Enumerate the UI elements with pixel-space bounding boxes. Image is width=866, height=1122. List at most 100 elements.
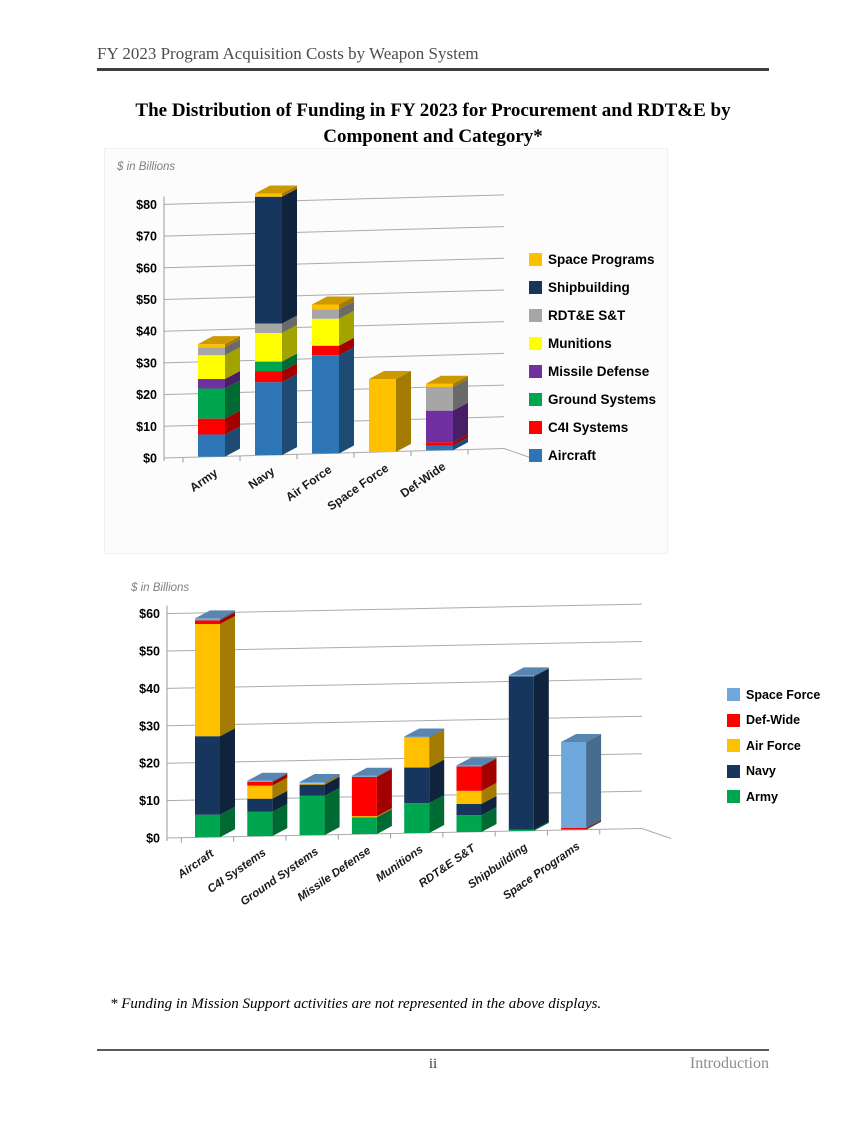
y-tick-label: $0 [146,832,160,846]
bar-segment-front [198,344,225,348]
y-tick-label: $70 [136,230,157,244]
bar-segment-front [198,347,225,356]
bar-segment-side [376,808,392,818]
bar-segment-side [339,347,354,454]
footer-section-label: Introduction [689,1055,769,1072]
legend-swatch-icon [529,420,542,434]
legend-swatch-icon [529,252,542,266]
legend-swatch-icon [529,308,542,322]
bar-segment-front [255,361,282,372]
legend-swatch-icon [727,790,740,804]
bar-segment-front [198,388,225,419]
y-tick-label: $40 [139,682,160,696]
bar-segment-side [586,733,602,828]
legend-label: Aircraft [548,447,597,463]
bar-segment-front [561,827,587,830]
bar-segment-side [324,775,340,785]
bar-segment-side [225,426,240,457]
bar-segment-side [220,610,235,621]
legend-item: C4I Systems [529,413,656,441]
bar-segment-front [351,776,377,817]
bar-segment-side [220,616,235,737]
bar-segment-side [481,795,497,816]
gridline [166,678,643,689]
page-title-line1: The Distribution of Funding in FY 2023 f… [135,100,731,121]
bar-segment-front [508,829,534,831]
legend-label: Munitions [548,335,612,351]
legend-label: Air Force [746,738,801,753]
legend-item: Aircraft [529,441,656,469]
bar-segment-side [376,768,392,817]
legend-item: Air Force [727,733,820,759]
bar-segment-side [586,819,602,830]
bar-segment-front [426,386,453,411]
bar-segment-side [453,402,468,443]
bar-segment-front [247,781,273,786]
legend-item: Navy [727,759,820,785]
bar-segment-front [561,741,587,828]
bar-segment-front [198,434,225,457]
bar-segment-side [272,773,288,786]
page-number: ii [428,1056,438,1072]
bar-segment-front [456,765,482,767]
bar-segment-front [351,816,377,818]
legend-swatch-icon [529,364,542,378]
bar-top-face [247,772,288,781]
bar-segment-side [272,803,288,837]
legend-swatch-icon [727,764,740,778]
bar-segment-side [376,767,392,777]
bar-segment-front [404,737,430,768]
bar-segment-side [282,353,297,372]
bar-segment-front [255,323,282,334]
bar-segment-side [339,337,354,356]
bar-segment-front [299,781,325,784]
floor-edge [641,828,672,839]
y-tick-label: $10 [136,420,157,434]
bar-segment-side [272,772,288,782]
bar-top-face [426,375,468,384]
bar-segment-side [429,729,445,768]
bar-segment-front [247,785,273,799]
bar-segment-front [255,196,282,324]
gridline [166,715,643,727]
legend-label: Shipbuilding [548,279,630,295]
legend-item: Def-Wide [727,708,820,734]
bar-segment-front [247,798,273,812]
bar-segment-side [429,728,445,738]
bar-segment-front [369,378,396,452]
y-tick-label: $30 [139,719,160,733]
bar-segment-front [195,618,220,621]
y-tick-label: $0 [143,452,157,466]
bar-segment-front [456,803,482,816]
legend-swatch-icon [529,280,542,294]
x-category-label: Navy [246,464,278,492]
bar-top-face [456,757,497,766]
gridline [163,257,505,269]
bar-segment-side [533,668,549,830]
legend-item: Munitions [529,329,656,357]
legend-swatch-icon [727,739,740,753]
bar-segment-front [312,304,339,310]
bar-segment-side [429,759,445,804]
gridline [163,194,505,205]
chart2-units-label: $ in Billions [131,582,190,594]
y-tick-label: $10 [139,794,160,808]
bar-segment-front [255,333,282,362]
bar-top-face [561,733,602,742]
bar-segment-side [533,821,549,831]
bar-segment-side [324,787,340,836]
bar-segment-front [561,829,587,830]
legend-label: Navy [746,764,776,779]
bar-segment-side [339,296,354,310]
bar-segment-front [426,383,453,387]
bar-segment-front [247,780,273,782]
bar-top-face [198,336,240,345]
legend-item: Ground Systems [529,385,656,413]
bar-segment-front [198,379,225,389]
component-chart-panel: $ in Billions $0 $10 $20 $30 $40 $50 $60 $70 $80… [104,148,668,554]
legend-swatch-icon [529,448,542,462]
bar-segment-side [453,434,468,446]
legend-label: Army [746,789,778,804]
bar-segment-side [586,821,602,830]
bar-segment-side [481,807,497,832]
